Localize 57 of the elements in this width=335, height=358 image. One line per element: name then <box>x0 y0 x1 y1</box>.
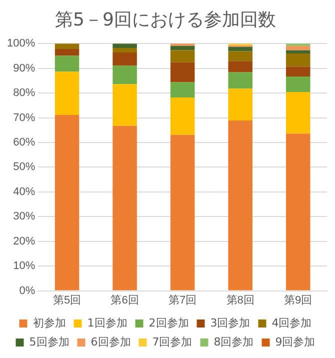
bar <box>170 134 195 290</box>
bar <box>228 61 252 72</box>
bar <box>286 134 310 290</box>
chart-title: 第5－9回における参加回数 <box>55 9 276 30</box>
x-tick-label: 第9回 <box>284 294 312 306</box>
bar <box>228 51 252 62</box>
legend-label: 2回参加 <box>148 316 189 330</box>
bar <box>170 62 195 82</box>
bar <box>112 84 137 126</box>
y-tick-label: 10% <box>13 260 36 272</box>
bar <box>286 66 310 76</box>
bar <box>170 50 195 62</box>
bar <box>286 53 310 67</box>
bar <box>228 88 252 120</box>
bar <box>54 44 80 50</box>
y-tick-label: 30% <box>13 210 36 223</box>
legend-label: 初参加 <box>32 316 66 330</box>
bar <box>170 97 195 135</box>
bar <box>112 48 137 52</box>
legend-label: 3回参加 <box>210 316 250 330</box>
y-tick-label: 50% <box>13 161 36 174</box>
bar <box>112 66 137 84</box>
bar <box>228 120 252 290</box>
bar <box>170 46 195 50</box>
legend-label: 4回参加 <box>272 316 312 330</box>
bar <box>286 46 310 50</box>
x-tick-label: 第7回 <box>168 294 197 306</box>
bar <box>112 126 137 290</box>
y-tick-label: 80% <box>13 87 36 100</box>
y-tick-label: 60% <box>13 136 36 149</box>
x-tick-label: 第8回 <box>226 294 254 306</box>
y-tick-label: 100% <box>6 38 36 50</box>
legend-label: 6回参加 <box>90 335 131 348</box>
bar <box>228 46 252 52</box>
legend-label: 8回参加 <box>214 335 254 348</box>
legend-label: 7回参加 <box>152 335 192 348</box>
bar <box>286 92 310 134</box>
x-tick-label: 第6回 <box>110 294 139 306</box>
x-tick-label: 第5回 <box>52 294 82 306</box>
bar <box>112 44 137 48</box>
legend-label: 5回参加 <box>29 335 70 348</box>
bar <box>286 76 310 92</box>
legend-label: 1回参加 <box>87 316 128 330</box>
legend-label: 9回参加 <box>275 335 316 348</box>
y-tick-label: 70% <box>13 112 36 124</box>
bar <box>228 72 252 89</box>
bar <box>54 115 80 290</box>
y-tick-label: 0% <box>19 284 36 297</box>
y-tick-label: 20% <box>13 235 36 248</box>
bar <box>112 52 137 66</box>
y-tick-label: 90% <box>13 62 36 74</box>
y-tick-label: 40% <box>13 186 36 198</box>
bar <box>54 56 80 72</box>
bar <box>54 72 80 116</box>
bar <box>286 50 310 54</box>
bar <box>170 82 195 98</box>
bar <box>54 49 80 56</box>
